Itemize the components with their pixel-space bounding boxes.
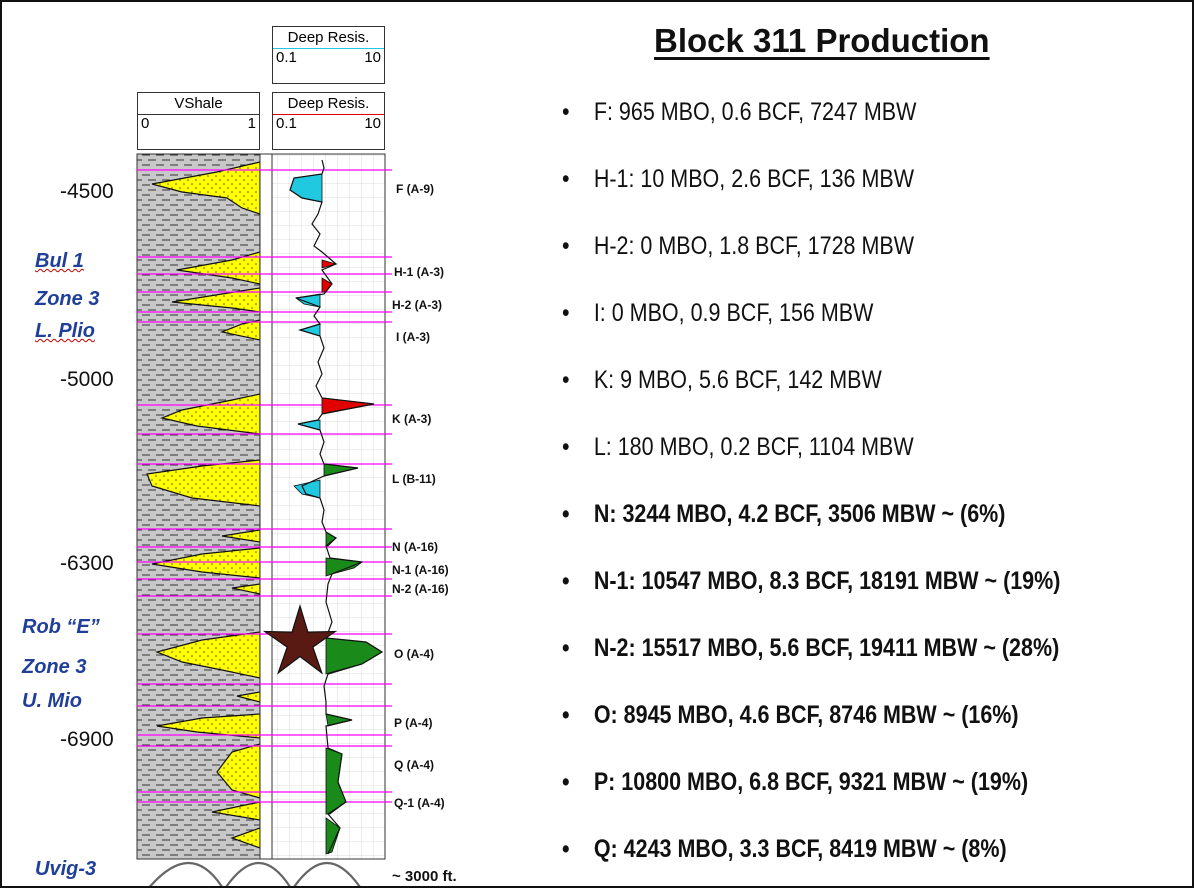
bullet-text: L: 180 MBO, 0.2 BCF, 1104 MBW (593, 433, 914, 461)
resistivity-track (271, 153, 386, 860)
zone-label-line: Uvig-3 (35, 858, 97, 880)
depth-label: -6900 (60, 728, 114, 751)
sand-label: L (B-11) (392, 472, 436, 486)
sand-label: N-2 (A-16) (392, 582, 449, 596)
zone-label: Bul 1 (35, 250, 84, 273)
sand-label: O (A-4) (394, 647, 434, 661)
page-title: Block 311 Production (654, 22, 990, 59)
bullet-dot: • (562, 634, 570, 662)
bullet-text: N: 3244 MBO, 4.2 BCF, 3506 MBW ~ (6%) (593, 500, 1006, 528)
bullet-text: F: 965 MBO, 0.6 BCF, 7247 MBW (593, 98, 917, 126)
vshale-header-name: VShale (174, 95, 223, 112)
zone-label: Zone 3 (35, 288, 99, 311)
depth-label: -6300 (60, 552, 114, 575)
bullet-text: H-2: 0 MBO, 1.8 BCF, 1728 MBW (593, 232, 915, 260)
depth-label: -5000 (60, 368, 114, 391)
well-log-graphic (136, 153, 392, 886)
bullet-text: I: 0 MBO, 0.9 BCF, 156 MBW (593, 299, 874, 327)
resis-cyan-fill (293, 479, 321, 499)
sand-label: Q-1 (A-4) (394, 796, 445, 810)
resis-green-fill (325, 817, 341, 855)
scale-note: ~ 3000 ft. (392, 868, 457, 885)
bullet-text: N-1: 10547 MBO, 8.3 BCF, 18191 MBW ~ (19… (593, 567, 1061, 595)
bullet-dot: • (562, 500, 570, 528)
vshale-header-max: 1 (247, 115, 256, 132)
bullet-dot: • (562, 232, 570, 260)
bullet-text: O: 8945 MBO, 4.6 BCF, 8746 MBW ~ (16%) (593, 701, 1019, 729)
zone-label: Zone 3 (22, 656, 86, 679)
depth-tick-column (259, 153, 273, 860)
bullet-dot: • (562, 768, 570, 796)
sand-label: P (A-4) (394, 716, 433, 730)
sand-label: H-1 (A-3) (394, 265, 444, 279)
zone-label: Uvig-3 (35, 858, 96, 881)
bullet-text: K: 9 MBO, 5.6 BCF, 142 MBW (593, 366, 882, 394)
zone-label-line: Zone 3 (22, 656, 87, 678)
depth-label: -4500 (60, 180, 114, 203)
zone-label-line: Zone 3 (35, 288, 100, 310)
bullet-dot: • (562, 433, 570, 461)
resis-header: Deep Resis. 0.1 10 (272, 92, 385, 150)
zone-label-line: U. Mio (22, 690, 82, 712)
resis-header-name: Deep Resis. (287, 95, 370, 112)
bullet-text: N-2: 15517 MBO, 5.6 BCF, 19411 MBW ~ (28… (593, 634, 1060, 662)
vshale-header: VShale 0 1 (137, 92, 260, 150)
sand-label: I (A-3) (396, 330, 430, 344)
bullet-dot: • (562, 701, 570, 729)
sand-label: K (A-3) (392, 412, 432, 426)
bullet-dot: • (562, 567, 570, 595)
resis-header-top-max: 10 (364, 49, 381, 66)
sand-label: N-1 (A-16) (392, 563, 449, 577)
sand-label: H-2 (A-3) (392, 298, 442, 312)
bullet-dot: • (562, 98, 570, 126)
sand-label: N (A-16) (392, 540, 439, 554)
bullet-text: Q: 4243 MBO, 3.3 BCF, 8419 MBW ~ (8%) (593, 835, 1007, 863)
zone-label-line: Rob “E” (22, 616, 100, 638)
resis-header-top-rule (273, 48, 384, 49)
resis-header-top-min: 0.1 (276, 49, 297, 66)
zone-label: L. Plio (35, 320, 95, 343)
sand-label: F (A-9) (396, 182, 434, 196)
star-icon (262, 603, 338, 675)
sand-label: Q (A-4) (394, 758, 434, 772)
resis-header-top: Deep Resis. 0.1 10 (272, 26, 385, 84)
resis-header-rule (273, 114, 384, 115)
resis-header-max: 10 (364, 115, 381, 132)
zone-lines (137, 169, 392, 803)
zone-label: U. Mio (22, 690, 82, 713)
bullet-text: H-1: 10 MBO, 2.6 BCF, 136 MBW (593, 165, 915, 193)
vshale-header-min: 0 (141, 115, 150, 132)
bullet-dot: • (562, 299, 570, 327)
resistivity-curve (289, 159, 384, 855)
bullet-text: P: 10800 MBO, 6.8 BCF, 9321 MBW ~ (19%) (593, 768, 1029, 796)
vshale-header-rule (138, 114, 259, 115)
resis-header-top-name: Deep Resis. (287, 29, 370, 46)
zone-label: Rob “E” (22, 616, 100, 639)
bullet-dot: • (562, 165, 570, 193)
resis-header-min: 0.1 (276, 115, 297, 132)
zone-label-line: Bul 1 (35, 250, 84, 272)
zone-label-line: L. Plio (35, 320, 95, 342)
scale-wave (149, 862, 361, 886)
resis-red-fill (321, 259, 338, 269)
bullet-dot: • (562, 835, 570, 863)
bullet-dot: • (562, 366, 570, 394)
